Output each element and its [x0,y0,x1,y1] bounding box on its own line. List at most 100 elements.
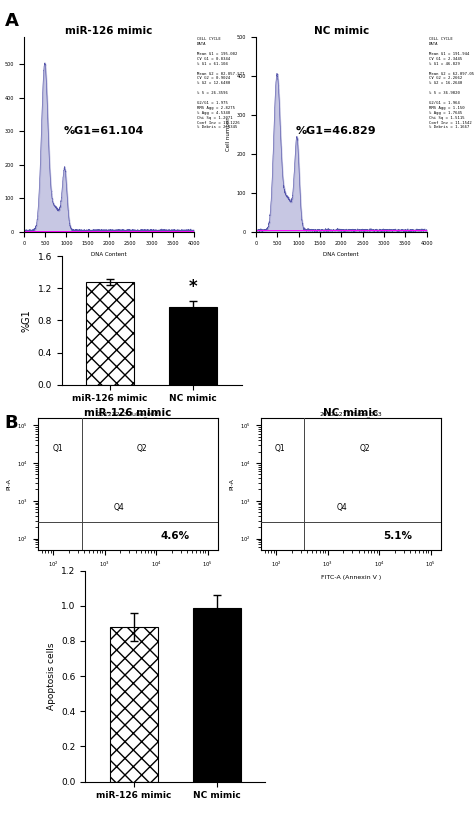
Point [218,578,225,591]
Point [0,570,2,583]
Text: %G1=61.104: %G1=61.104 [64,126,144,136]
Point [0,570,3,583]
Point [208,577,216,590]
Point [215,576,222,589]
Point [216,570,223,583]
Point [216,571,224,585]
Point [210,574,217,587]
Point [218,573,225,586]
Point [218,576,225,589]
Point [214,572,221,586]
Point [0,576,6,590]
Point [215,572,222,586]
Point [0,581,2,595]
Point [206,569,213,582]
Point [214,576,222,589]
Point [208,574,215,587]
Point [217,572,224,586]
Point [216,576,223,590]
Point [209,579,216,592]
Point [218,569,225,582]
Point [213,573,221,586]
Point [209,571,217,584]
Point [0,571,4,585]
Point [216,577,223,590]
Point [0,572,1,586]
Point [216,574,224,587]
Point [0,576,2,589]
Point [216,573,224,586]
Point [0,574,2,587]
Point [215,577,222,590]
Point [217,576,224,590]
Point [0,571,2,584]
Point [215,572,222,586]
Point [209,571,217,585]
Point [214,573,222,586]
Point [0,569,1,582]
Point [0,571,2,585]
Point [217,571,224,585]
Point [212,570,220,583]
Point [214,576,221,589]
Point [220,572,228,586]
Point [0,577,3,590]
Point [221,574,228,587]
Point [215,566,223,579]
Point [0,573,1,586]
Point [215,571,222,584]
Point [214,571,222,585]
Point [212,572,219,586]
Point [0,575,5,588]
Point [216,578,223,591]
Point [0,573,1,586]
Title: 20121213-Tube_002: 20121213-Tube_002 [97,411,159,417]
Point [220,575,228,588]
Point [218,576,225,589]
Point [208,576,216,590]
Point [210,571,218,585]
Point [219,575,227,588]
Point [214,578,222,591]
Point [217,576,225,589]
Text: Q4: Q4 [114,504,124,512]
Point [220,574,228,587]
Point [0,575,1,588]
Point [213,576,220,590]
Point [0,576,4,590]
Point [214,579,222,592]
Point [217,576,224,590]
Point [209,576,216,589]
Point [0,573,3,586]
Point [226,576,233,589]
Point [217,574,225,587]
Point [0,579,5,592]
Point [212,571,219,585]
Point [220,575,228,588]
Point [0,573,5,586]
Point [211,571,219,585]
Point [214,571,221,584]
Point [218,573,225,586]
Point [0,571,1,584]
Point [209,579,216,592]
Point [0,572,8,586]
Point [216,570,224,583]
Point [219,577,227,590]
Point [214,574,221,587]
Point [221,576,229,589]
Point [215,578,222,591]
Point [212,573,220,586]
Point [210,576,218,590]
Point [213,576,221,590]
Point [213,575,221,588]
Point [209,576,216,589]
Point [215,574,223,587]
Point [0,574,8,587]
Point [0,573,2,586]
Point [216,572,223,586]
Point [218,567,225,581]
Point [214,574,221,587]
Point [210,574,218,587]
Point [220,571,228,585]
